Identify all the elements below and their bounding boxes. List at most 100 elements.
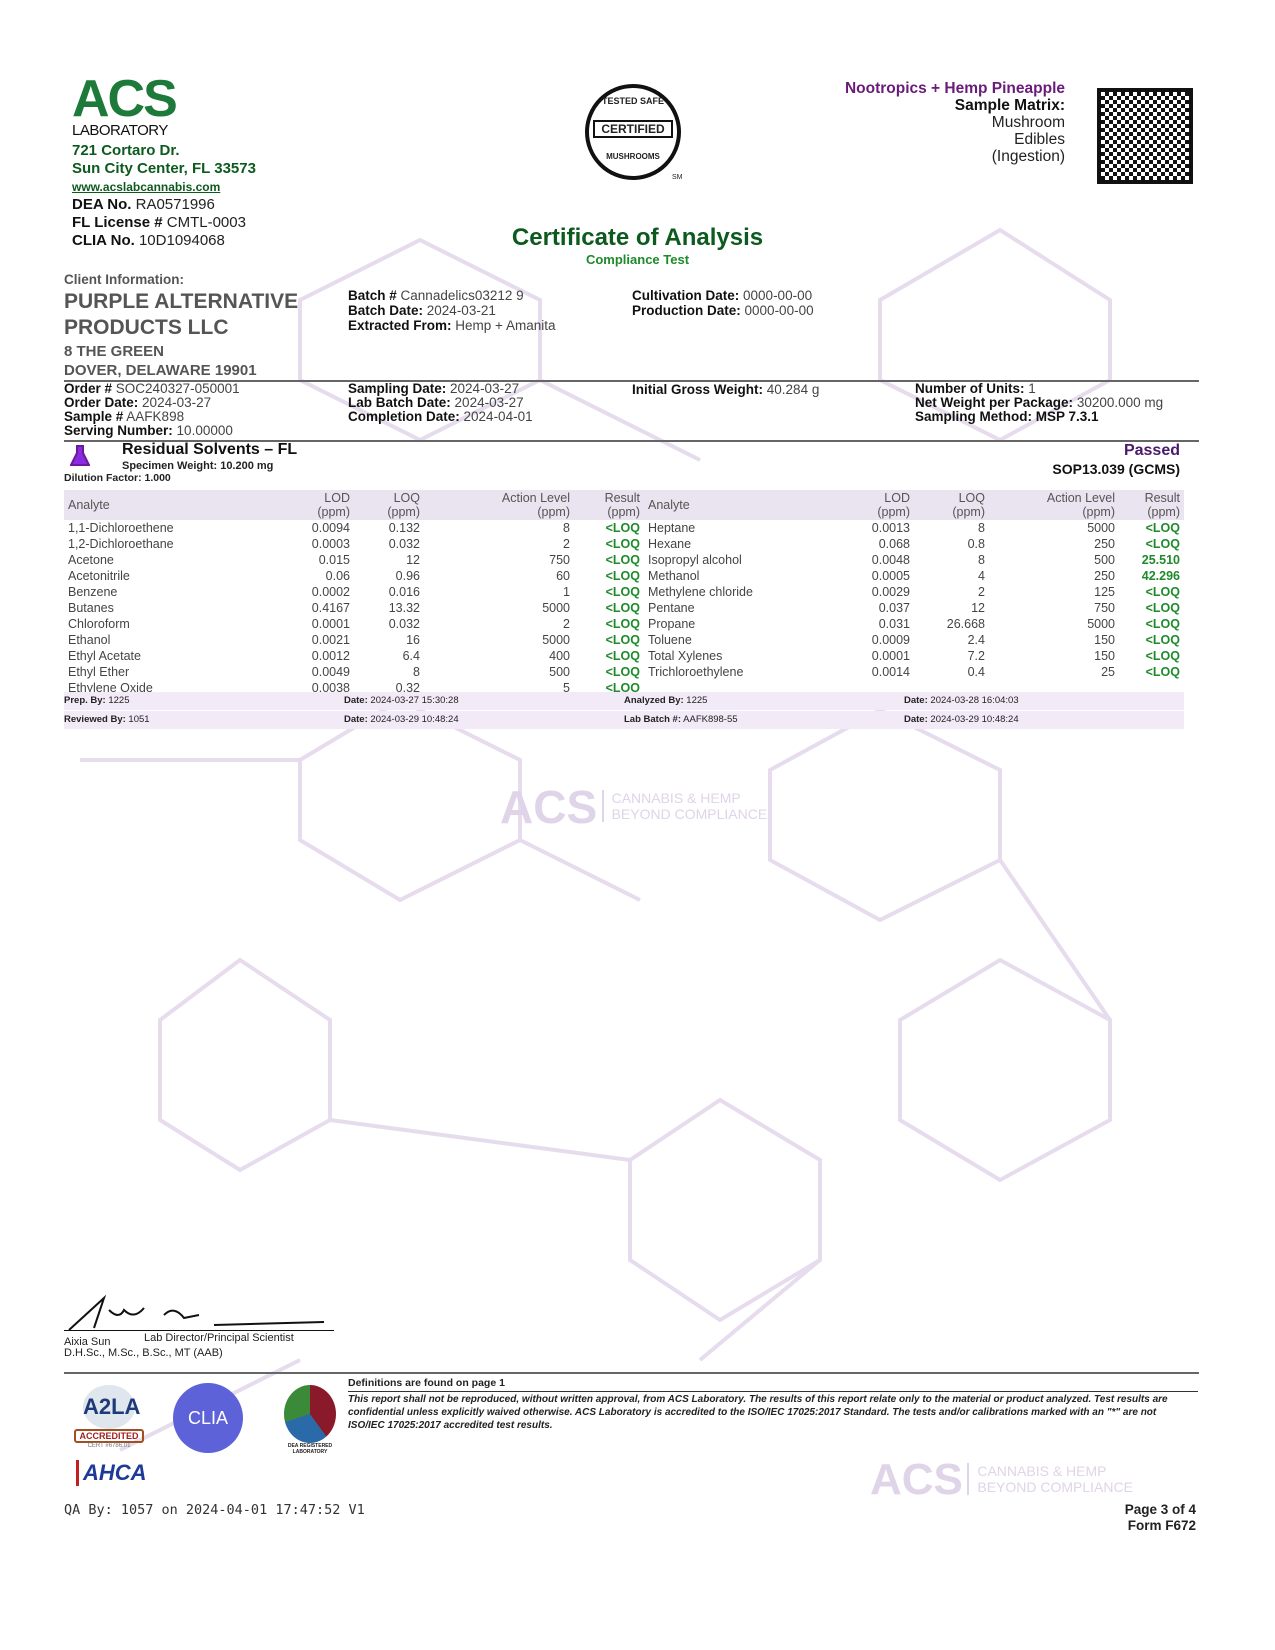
lod-cell: 0.0002 — [311, 585, 350, 599]
client-info: Client Information: PURPLE ALTERNATIVE P… — [64, 272, 299, 379]
lod-cell: 0.031 — [878, 617, 910, 631]
result-cell: <LOQ — [605, 569, 640, 583]
analyte-cell: Chloroform — [68, 617, 130, 631]
analyte-cell: Toluene — [648, 633, 692, 647]
action-level-cell: 500 — [549, 665, 570, 679]
analyte-cell: Hexane — [648, 537, 692, 551]
ahca-logo: AHCA — [76, 1460, 147, 1486]
table-row: 1,1-Dichloroethene 0.0094 0.132 8 <LOQ Heptan… — [64, 520, 1184, 536]
lod-cell: 0.0021 — [311, 633, 350, 647]
form-number: Form F672 — [1127, 1518, 1196, 1533]
action-level-cell: 5 — [563, 681, 570, 695]
loq-cell: 0.032 — [388, 617, 420, 631]
signature-line — [64, 1330, 334, 1331]
action-level-cell: 400 — [549, 649, 570, 663]
lod-cell: 0.0003 — [311, 537, 350, 551]
result-cell: <LOQ — [605, 665, 640, 679]
lod-cell: 0.0094 — [311, 521, 350, 535]
analyte-cell: Heptane — [648, 521, 696, 535]
loq-cell: 0.4 — [967, 665, 985, 679]
lod-cell: 0.0049 — [311, 665, 350, 679]
table-row: Acetonitrile 0.06 0.96 60 <LOQ Methanol 0.0005… — [64, 568, 1184, 584]
lod-cell: 0.0012 — [311, 649, 350, 663]
footer-divider — [64, 1372, 1199, 1374]
lod-cell: 0.0038 — [311, 681, 350, 695]
signer-name: Aixia Sun — [64, 1336, 111, 1348]
action-level-cell: 60 — [556, 569, 570, 583]
result-cell: <LOQ — [1145, 633, 1180, 647]
review-row: Reviewed By: 1051 Date: 2024-03-29 10:48… — [64, 711, 1184, 729]
loq-cell: 0.32 — [395, 681, 420, 695]
lod-cell: 0.068 — [878, 537, 910, 551]
analyte-cell: 1,1-Dichloroethene — [68, 521, 174, 535]
lod-cell: 0.037 — [878, 601, 910, 615]
analyte-cell: Propane — [648, 617, 696, 631]
result-cell: <LOQ — [1145, 617, 1180, 631]
product-info: Nootropics + Hemp Pineapple Sample Matri… — [844, 80, 1065, 165]
order-info: Order # SOC240327-050001 Order Date: 202… — [64, 381, 240, 438]
signer-credentials: D.H.Sc., M.Sc., B.Sc., MT (AAB) — [64, 1347, 223, 1359]
action-level-cell: 8 — [563, 521, 570, 535]
lod-cell: 0.0029 — [871, 585, 910, 599]
lod-cell: 0.0009 — [871, 633, 910, 647]
action-level-cell: 150 — [1094, 649, 1115, 663]
acs-logo: ACS LABORATORY — [72, 70, 178, 139]
result-cell: 25.510 — [1141, 553, 1180, 567]
lod-cell: 0.0001 — [311, 617, 350, 631]
lod-cell: 0.0005 — [871, 569, 910, 583]
analyte-cell: 1,2-Dichloroethane — [68, 537, 174, 551]
result-cell: <LOQ — [1145, 585, 1180, 599]
analyte-cell: Methylene chloride — [648, 585, 753, 599]
seal-mark: SM — [672, 174, 683, 181]
result-cell: <LOQ — [605, 521, 640, 535]
loq-cell: 7.2 — [967, 649, 985, 663]
loq-cell: 0.96 — [395, 569, 420, 583]
loq-cell: 8 — [978, 553, 985, 567]
lab-info: 721 Cortaro Dr. Sun City Center, FL 3357… — [72, 142, 256, 249]
units-info: Number of Units: 1 Net Weight per Packag… — [915, 381, 1164, 424]
lod-cell: 0.0014 — [871, 665, 910, 679]
analyte-cell: Isopropyl alcohol — [648, 553, 742, 567]
result-cell: <LOQ — [1145, 649, 1180, 663]
flask-icon — [69, 445, 91, 467]
action-level-cell: 5000 — [1087, 617, 1115, 631]
analyte-cell: Trichloroethylene — [648, 665, 744, 679]
result-cell: <LOQ — [1145, 521, 1180, 535]
result-cell: <LOQ — [605, 633, 640, 647]
divider — [64, 440, 1199, 442]
method: SOP13.039 (GCMS) — [1052, 461, 1180, 477]
action-level-cell: 750 — [549, 553, 570, 567]
table-row: Ethyl Acetate 0.0012 6.4 400 <LOQ Total Xylen… — [64, 648, 1184, 664]
test-name: Residual Solvents – FL — [122, 441, 298, 458]
analyte-cell: Ethyl Ether — [68, 665, 130, 679]
action-level-cell: 5000 — [1087, 521, 1115, 535]
result-cell: <LOQ — [1145, 537, 1180, 551]
analyte-cell: Acetonitrile — [68, 569, 130, 583]
dilution-factor: Dilution Factor: 1.000 — [64, 472, 171, 484]
divider — [64, 380, 1199, 382]
qr-code[interactable] — [1097, 88, 1193, 184]
qa-stamp: QA By: 1057 on 2024-04-01 17:47:52 V1 — [64, 1502, 365, 1518]
disclaimer: This report shall not be reproduced, wit… — [348, 1394, 1168, 1431]
loq-cell: 12 — [971, 601, 985, 615]
table-row: Ethanol 0.0021 16 5000 <LOQ Toluene 0.0009 2.4 1… — [64, 632, 1184, 648]
loq-cell: 6.4 — [402, 649, 420, 663]
loq-cell: 0.016 — [388, 585, 420, 599]
table-row: Acetone 0.015 12 750 <LOQ Isopropyl alcohol 0.… — [64, 552, 1184, 568]
result-cell: <LOQ — [605, 585, 640, 599]
signature — [68, 1294, 325, 1331]
website-link[interactable]: www.acslabcannabis.com — [72, 180, 221, 194]
analyte-cell: Ethylene Oxide — [68, 681, 153, 695]
result-cell: <LOQ — [605, 617, 640, 631]
loq-cell: 12 — [406, 553, 420, 567]
page-number: Page 3 of 4 — [1124, 1502, 1196, 1517]
analyte-cell: Ethyl Acetate — [68, 649, 141, 663]
result-cell: <LOQ — [605, 649, 640, 663]
lod-cell: 0.4167 — [311, 601, 350, 615]
loq-cell: 2.4 — [967, 633, 985, 647]
watermark-center: ACS CANNABIS & HEMP BEYOND COMPLIANCE — [500, 781, 768, 833]
lod-cell: 0.0013 — [871, 521, 910, 535]
loq-cell: 13.32 — [388, 601, 420, 615]
loq-cell: 0.8 — [967, 537, 985, 551]
results-table: Analyte LOD (ppm) LOQ (ppm) Action Level (p… — [64, 490, 1184, 696]
